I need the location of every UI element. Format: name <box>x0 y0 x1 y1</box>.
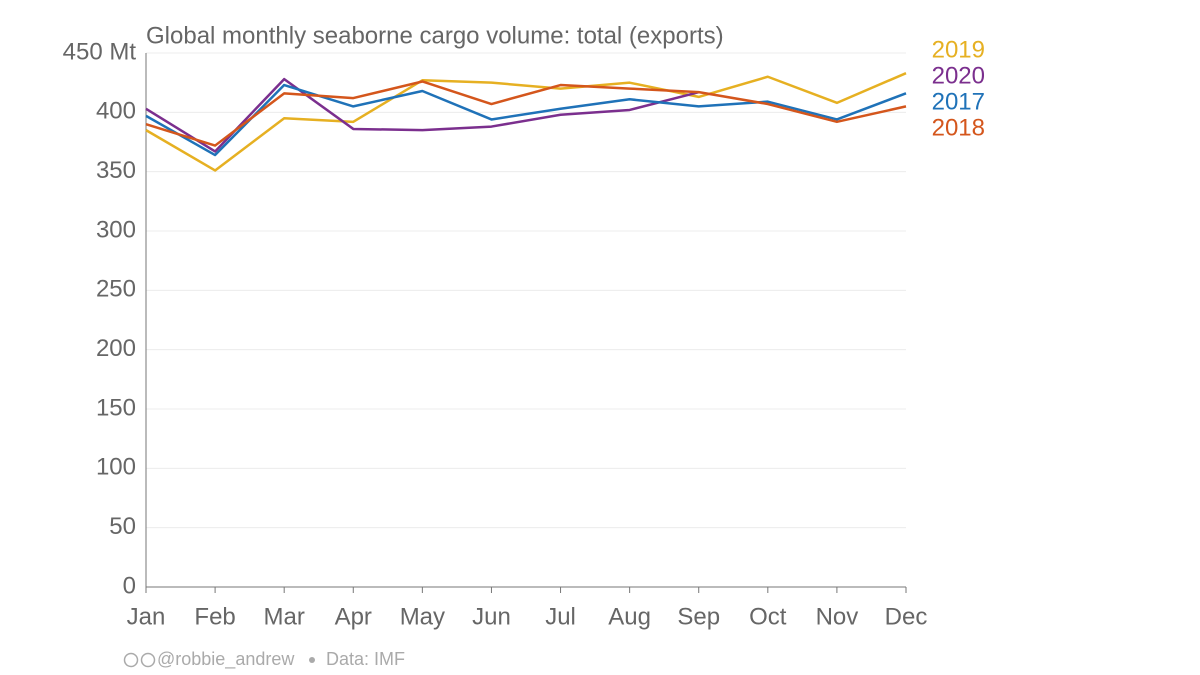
y-tick-label: 350 <box>96 157 136 184</box>
x-tick-label: Sep <box>677 603 720 630</box>
series-line <box>145 80 907 147</box>
credit: @robbie_andrew <box>157 649 295 670</box>
legend-label: 2017 <box>932 88 985 115</box>
x-tick-label: Dec <box>885 603 928 630</box>
legend-label: 2020 <box>932 62 985 89</box>
y-tick-label: 200 <box>96 335 136 362</box>
legend-label: 2018 <box>932 114 985 141</box>
x-tick-label: Nov <box>816 603 859 630</box>
x-tick-label: Oct <box>749 603 787 630</box>
x-tick-label: Jan <box>127 603 166 630</box>
x-tick-label: Feb <box>194 603 235 630</box>
x-tick-label: May <box>400 603 445 630</box>
chart-title: Global monthly seaborne cargo volume: to… <box>146 22 724 49</box>
y-tick-label: 400 <box>96 98 136 125</box>
y-tick-label: 0 <box>123 572 136 599</box>
y-tick-label: 450 Mt <box>63 38 137 65</box>
y-tick-label: 100 <box>96 454 136 481</box>
x-tick-label: Jun <box>472 603 511 630</box>
x-tick-label: Aug <box>608 603 651 630</box>
cc-icons <box>123 652 315 668</box>
y-tick-label: 250 <box>96 276 136 303</box>
by-icon <box>140 652 156 668</box>
y-tick-label: 50 <box>109 513 136 540</box>
x-tick-label: Mar <box>264 603 305 630</box>
y-tick-label: 300 <box>96 216 136 243</box>
x-tick-label: Jul <box>545 603 576 630</box>
separator <box>309 657 315 663</box>
cc-icon <box>123 652 139 668</box>
series-line <box>145 72 907 172</box>
x-tick-label: Apr <box>335 603 372 630</box>
y-tick-label: 150 <box>96 394 136 421</box>
series-line <box>145 83 907 157</box>
source: Data: IMF <box>326 649 405 669</box>
legend-label: 2019 <box>932 36 985 63</box>
